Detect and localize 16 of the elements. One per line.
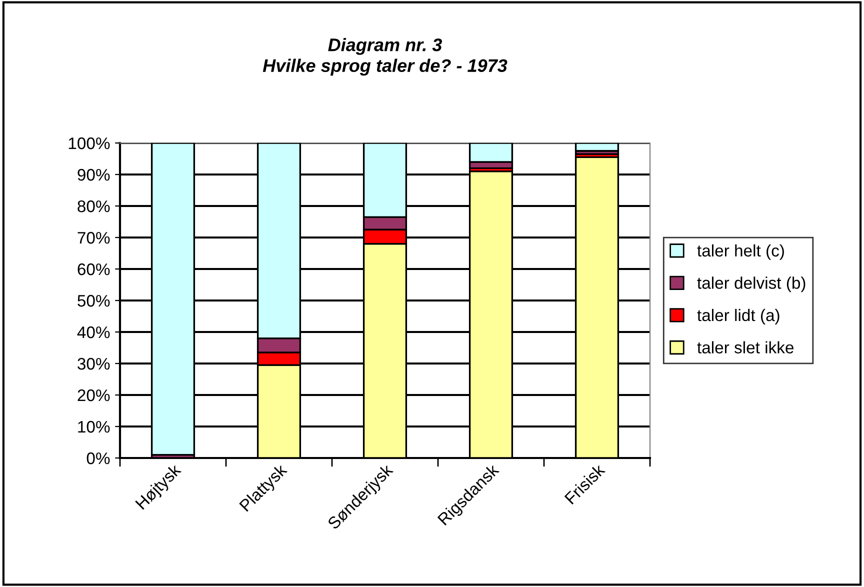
y-tick-label: 10%	[78, 420, 110, 433]
legend-label: taler helt (c)	[697, 244, 784, 260]
y-tick-label: 100%	[68, 137, 110, 150]
y-tick-label: 50%	[78, 294, 110, 307]
y-tick-label: 40%	[77, 326, 110, 338]
y-tick-label: 90%	[78, 168, 110, 181]
y-tick-label: 30%	[78, 358, 110, 370]
y-tick-label: 20%	[78, 389, 110, 402]
legend-label: taler slet ikke	[697, 341, 794, 354]
legend-label: taler delvist (b)	[697, 276, 806, 292]
y-tick-label: 60%	[78, 263, 110, 276]
y-tick-label: 70%	[78, 232, 110, 244]
y-tick-label: 80%	[78, 200, 110, 212]
chart-title: Diagram nr. 3 Hvilke sprog taler de? - 1973	[262, 38, 508, 76]
y-tick-label: 0%	[86, 452, 110, 464]
legend-label: taler lidt (a)	[697, 308, 780, 324]
